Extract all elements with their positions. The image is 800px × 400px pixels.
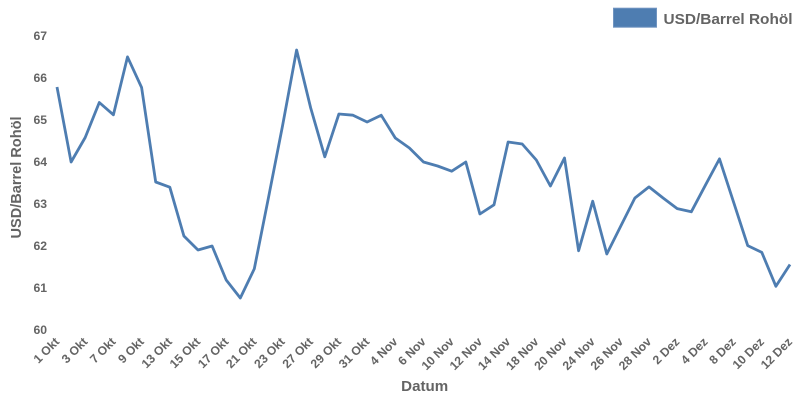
- svg-text:66: 66: [33, 71, 47, 85]
- svg-text:67: 67: [33, 29, 47, 43]
- svg-text:65: 65: [33, 113, 47, 127]
- svg-text:60: 60: [33, 323, 47, 337]
- svg-text:Datum: Datum: [401, 378, 448, 395]
- svg-text:64: 64: [33, 155, 47, 169]
- svg-text:USD/Barrel Rohöl: USD/Barrel Rohöl: [664, 11, 793, 28]
- svg-text:USD/Barrel Rohöl: USD/Barrel Rohöl: [8, 117, 25, 239]
- svg-text:62: 62: [33, 239, 47, 253]
- svg-text:63: 63: [33, 197, 47, 211]
- svg-text:61: 61: [33, 281, 47, 295]
